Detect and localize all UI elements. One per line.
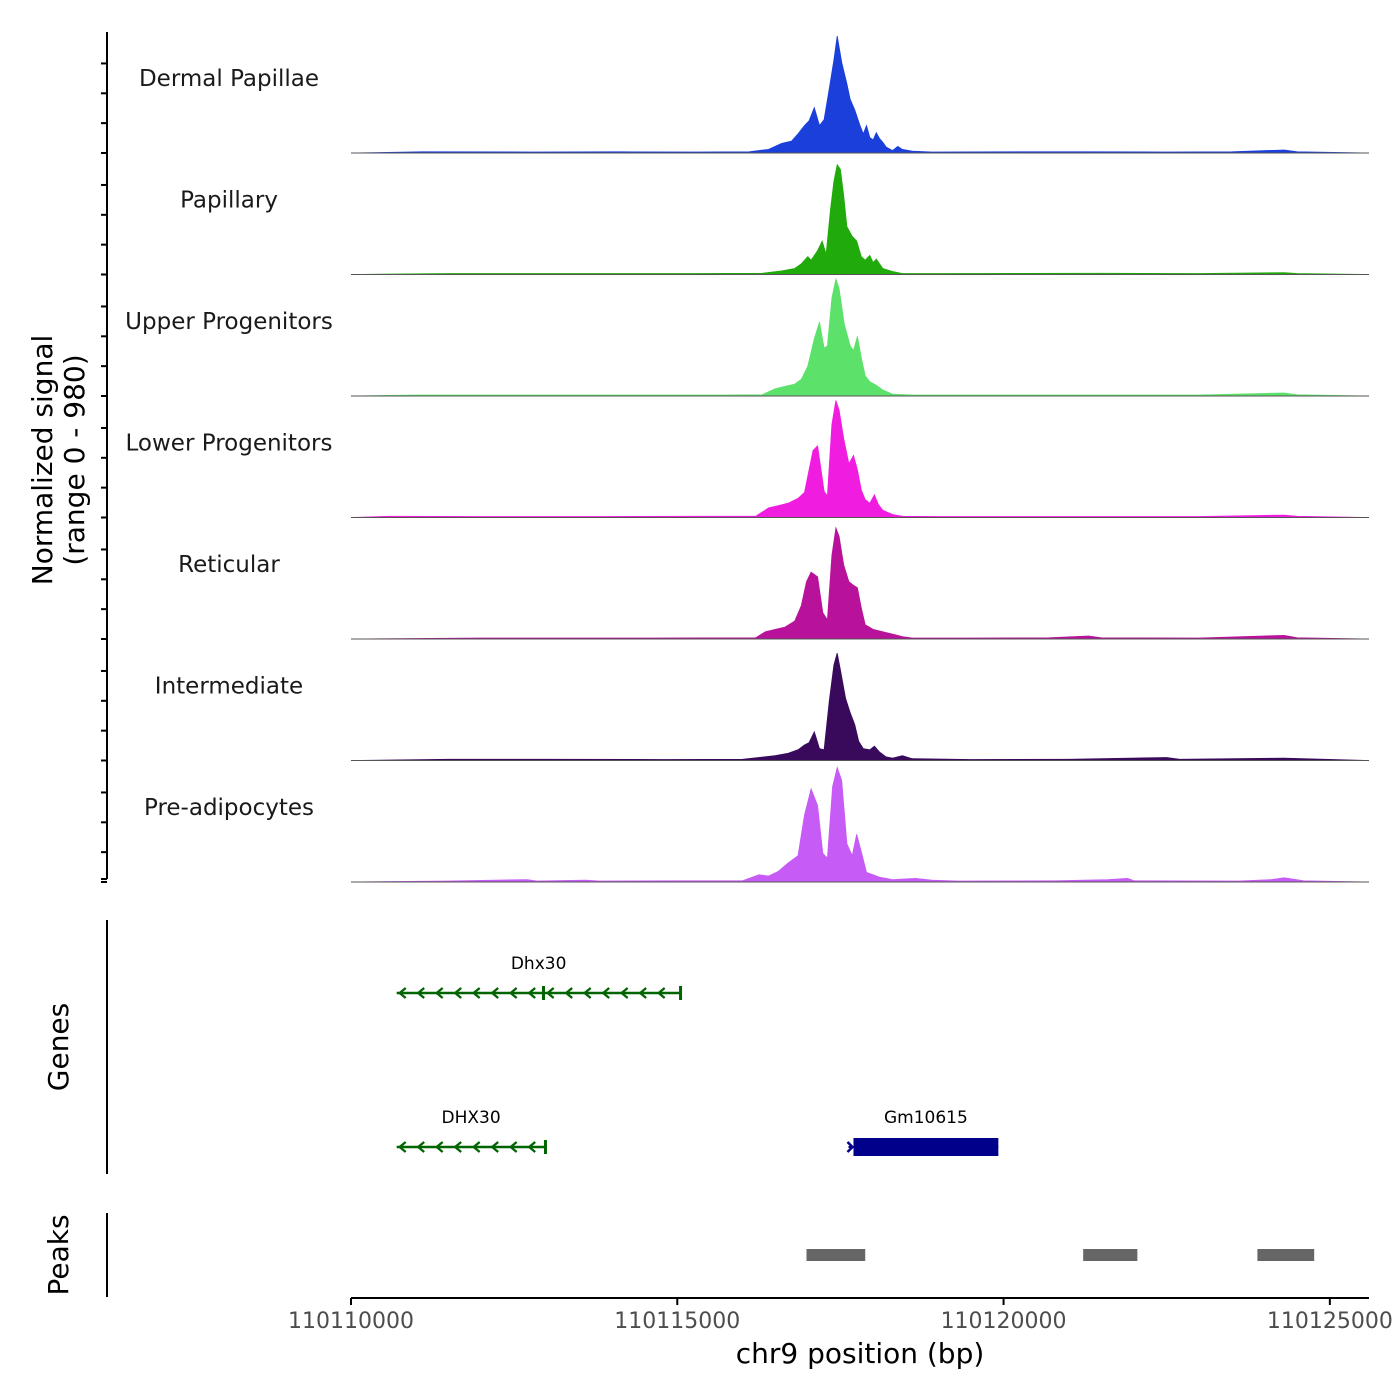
track-label-pre-adipocytes: Pre-adipocytes: [144, 795, 314, 821]
gene-strand-arrow-dhx30: [619, 987, 629, 999]
x-axis-title: chr9 position (bp): [736, 1337, 985, 1370]
gene-strand-arrow-dhx30: [527, 1141, 536, 1153]
gene-strand-arrow-dhx30: [416, 987, 425, 999]
gene-strand-arrow-dhx30: [508, 1141, 518, 1153]
y-axis-title: Normalized signal: [26, 335, 59, 586]
gene-strand-arrow-dhx30: [471, 987, 481, 999]
gene-gm10615: Gm10615: [846, 1108, 999, 1156]
signal-area-papillary: [350, 163, 1370, 275]
gene-strand-arrow-dhx30: [490, 1141, 499, 1153]
signal-area-upper-progenitors: [350, 277, 1370, 397]
peak-region-2: [1083, 1249, 1138, 1261]
genes-track: Dhx30 DHX30 Gm10615: [106, 920, 999, 1174]
signal-y-axis: [101, 32, 108, 883]
track-upper-progenitors: Upper Progenitors: [125, 277, 1370, 397]
track-label-reticular: Reticular: [178, 552, 280, 578]
gene-strand-arrow-dhx30: [453, 1141, 462, 1153]
gene-strand-arrow-dhx30: [638, 987, 647, 999]
track-label-dermal-papillae: Dermal Papillae: [139, 66, 319, 92]
track-reticular: Reticular: [178, 526, 1370, 640]
track-dermal-papillae: Dermal Papillae: [139, 35, 1370, 154]
gene-strand-arrow-dhx30: [416, 1141, 425, 1153]
gene-strand-arrow-dhx30: [564, 987, 573, 999]
gene-strand-arrow-dhx30: [397, 1141, 407, 1153]
gene-strand-arrow-dhx30: [545, 987, 555, 999]
signal-area-pre-adipocytes: [350, 765, 1370, 883]
signal-area-lower-progenitors: [350, 400, 1370, 518]
x-tick-label-110115000: 110115000: [614, 1309, 740, 1334]
track-papillary: Papillary: [180, 163, 1370, 275]
track-label-intermediate: Intermediate: [155, 674, 303, 700]
signal-area-reticular: [350, 526, 1370, 640]
gene-strand-arrow-dhx30: [397, 987, 407, 999]
track-intermediate: Intermediate: [155, 652, 1370, 761]
track-label-lower-progenitors: Lower Progenitors: [126, 431, 333, 457]
gene-arrow-gm10615: [846, 1141, 855, 1153]
track-lower-progenitors: Lower Progenitors: [126, 400, 1370, 518]
gene-strand-arrow-dhx30: [434, 987, 444, 999]
gene-strand-arrow-dhx30: [601, 987, 610, 999]
track-label-papillary: Papillary: [180, 188, 278, 214]
track-label-upper-progenitors: Upper Progenitors: [125, 309, 333, 335]
signal-tracks: Dermal Papillae Papillary Upper Progenitor…: [125, 35, 1370, 883]
signal-area-dermal-papillae: [350, 35, 1370, 154]
gene-label-dhx30: Dhx30: [511, 954, 567, 974]
x-tick-label-110125000: 110125000: [1267, 1309, 1393, 1334]
y-axis-subtitle: (range 0 - 980): [58, 354, 91, 565]
x-tick-label-110120000: 110120000: [941, 1309, 1067, 1334]
genes-track-title: Genes: [42, 1003, 75, 1091]
gene-exon-gm10615: [853, 1138, 999, 1156]
gene-strand-arrow-dhx30: [527, 987, 536, 999]
gene-label-dhx30: DHX30: [441, 1108, 500, 1128]
gene-strand-arrow-dhx30: [434, 1141, 444, 1153]
gene-dhx30: DHX30: [396, 1108, 547, 1154]
peak-region-3: [1257, 1249, 1315, 1261]
signal-area-intermediate: [350, 652, 1370, 761]
gene-strand-arrow-dhx30: [471, 1141, 481, 1153]
peaks-track-title: Peaks: [42, 1214, 75, 1295]
gene-strand-arrow-dhx30: [508, 987, 518, 999]
x-tick-label-110110000: 110110000: [288, 1309, 414, 1334]
peaks-track: [106, 1213, 1315, 1297]
track-pre-adipocytes: Pre-adipocytes: [144, 765, 1370, 883]
gene-strand-arrow-dhx30: [656, 987, 666, 999]
gene-label-gm10615: Gm10615: [884, 1108, 968, 1128]
gene-strand-arrow-dhx30: [453, 987, 462, 999]
peak-region-1: [806, 1249, 866, 1261]
gene-strand-arrow-dhx30: [490, 987, 499, 999]
gene-dhx30: Dhx30: [396, 954, 683, 1000]
x-axis: 110110000 110115000 110120000 110125000: [288, 1297, 1393, 1334]
gene-strand-arrow-dhx30: [582, 987, 592, 999]
